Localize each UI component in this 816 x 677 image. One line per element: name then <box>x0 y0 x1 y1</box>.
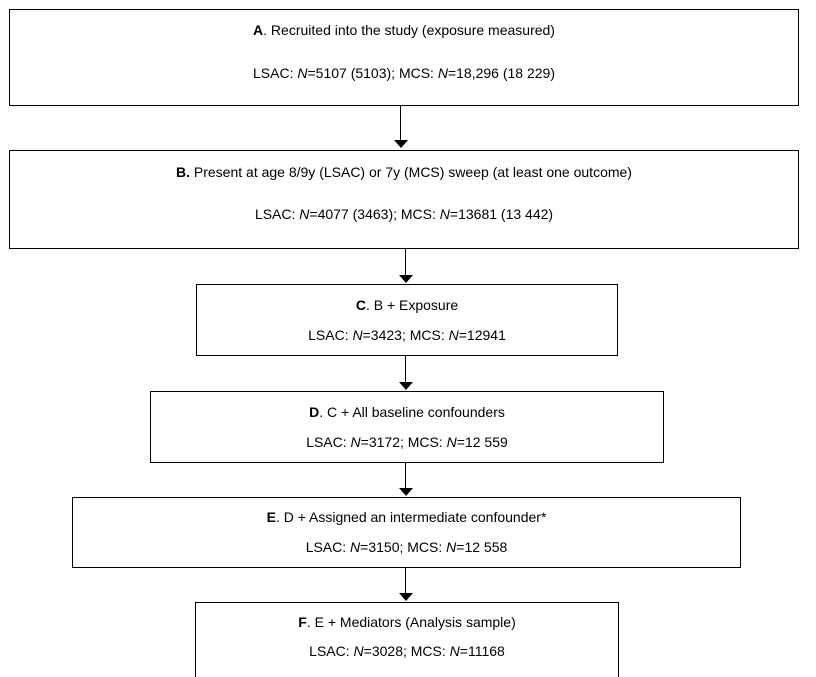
flow-box-d-title: D. C + All baseline confounders <box>151 404 663 420</box>
flow-box-c: C. B + Exposure LSAC: N=3423; MCS: N=129… <box>196 284 618 356</box>
flow-box-e-letter: E <box>266 509 276 525</box>
counts-text: =11168 <box>459 643 505 659</box>
counts-text: LSAC: <box>253 65 298 81</box>
flow-box-a: A. Recruited into the study (exposure me… <box>9 9 799 106</box>
flow-box-d-title-text: . C + All baseline confounders <box>319 404 505 420</box>
flow-box-b-counts: LSAC: N=4077 (3463); MCS: N=13681 (13 44… <box>10 206 798 222</box>
counts-text: LSAC: <box>308 327 353 343</box>
flow-box-a-title: A. Recruited into the study (exposure me… <box>10 22 798 38</box>
n-symbol: N <box>297 65 308 81</box>
counts-text: LSAC: <box>305 539 351 555</box>
n-symbol: N <box>439 206 450 222</box>
n-symbol: N <box>437 65 448 81</box>
counts-text: =12 558 <box>456 539 508 555</box>
counts-text: LSAC: <box>306 434 351 450</box>
flow-box-c-letter: C <box>355 297 366 313</box>
flow-arrow-c-d <box>398 356 414 390</box>
flow-box-d: D. C + All baseline confounders LSAC: N=… <box>150 391 664 463</box>
flow-box-d-letter: D <box>309 404 320 420</box>
counts-text: =12 559 <box>456 434 508 450</box>
flow-box-f-letter: F <box>298 614 307 630</box>
flow-box-b: B. Present at age 8/9y (LSAC) or 7y (MCS… <box>9 150 799 249</box>
flow-box-f-title: F. E + Mediators (Analysis sample) <box>196 614 618 630</box>
flow-box-a-letter: A <box>253 22 264 38</box>
counts-text: =5107 (5103); MCS: <box>307 65 438 81</box>
flow-box-a-title-text: . Recruited into the study (exposure mea… <box>263 22 555 38</box>
n-symbol: N <box>352 327 363 343</box>
flow-arrow-d-e <box>398 463 414 496</box>
flow-arrow-e-f <box>398 568 414 601</box>
counts-text: =18,296 (18 229) <box>447 65 555 81</box>
flow-box-c-title-text: . B + Exposure <box>365 297 459 313</box>
n-symbol: N <box>299 206 310 222</box>
counts-text: =13681 (13 442) <box>449 206 554 222</box>
flow-arrow-b-c <box>398 249 414 283</box>
flow-box-f: F. E + Mediators (Analysis sample) LSAC:… <box>195 602 619 677</box>
flow-box-c-counts: LSAC: N=3423; MCS: N=12941 <box>197 327 617 343</box>
counts-text: LSAC: <box>309 643 354 659</box>
flow-box-d-counts: LSAC: N=3172; MCS: N=12 559 <box>151 434 663 450</box>
flow-box-f-title-text: . E + Mediators (Analysis sample) <box>306 614 516 630</box>
flow-box-b-letter: B. <box>176 164 190 180</box>
counts-text: =3172; MCS: <box>360 434 447 450</box>
flow-arrow-a-b <box>393 106 409 148</box>
n-symbol: N <box>449 643 460 659</box>
n-symbol: N <box>350 434 361 450</box>
flow-box-f-counts: LSAC: N=3028; MCS: N=11168 <box>196 643 618 659</box>
flow-box-b-title-text: Present at age 8/9y (LSAC) or 7y (MCS) s… <box>190 164 632 180</box>
counts-text: LSAC: <box>254 206 300 222</box>
n-symbol: N <box>350 539 361 555</box>
flow-box-e-title-text: . D + Assigned an intermediate confounde… <box>275 509 547 525</box>
n-symbol: N <box>446 434 457 450</box>
flow-box-b-title: B. Present at age 8/9y (LSAC) or 7y (MCS… <box>10 164 798 180</box>
n-symbol: N <box>446 539 457 555</box>
counts-text: =3423; MCS: <box>362 327 449 343</box>
counts-text: =3150; MCS: <box>360 539 447 555</box>
flow-box-e-counts: LSAC: N=3150; MCS: N=12 558 <box>73 539 740 555</box>
flow-box-e: E. D + Assigned an intermediate confound… <box>72 497 741 568</box>
flow-box-a-counts: LSAC: N=5107 (5103); MCS: N=18,296 (18 2… <box>10 65 798 81</box>
n-symbol: N <box>353 643 364 659</box>
counts-text: =12941 <box>458 327 506 343</box>
counts-text: =3028; MCS: <box>363 643 450 659</box>
n-symbol: N <box>448 327 459 343</box>
flow-box-c-title: C. B + Exposure <box>197 297 617 313</box>
flow-box-e-title: E. D + Assigned an intermediate confound… <box>73 509 740 525</box>
counts-text: =4077 (3463); MCS: <box>309 206 440 222</box>
